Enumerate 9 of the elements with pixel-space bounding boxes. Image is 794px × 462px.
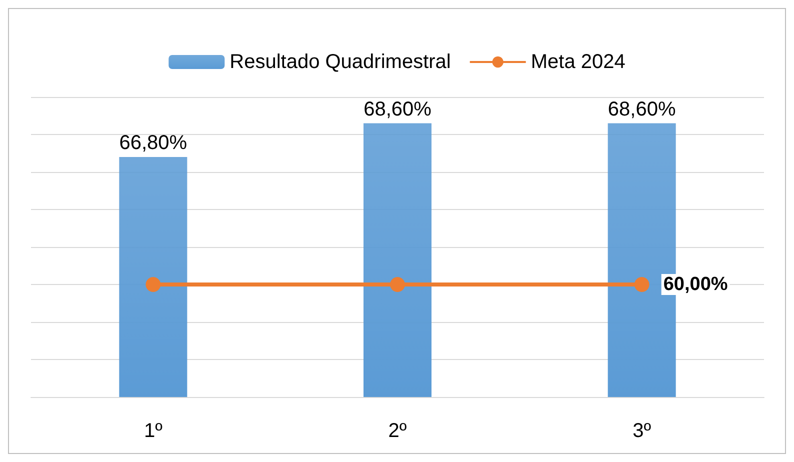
x-tick-label: 3º: [632, 420, 652, 442]
legend-label: Meta 2024: [530, 51, 626, 73]
data-label: 68,60%: [364, 98, 432, 120]
x-tick-label: 1º: [144, 420, 164, 442]
data-label: 68,60%: [608, 98, 676, 120]
data-label: 66,80%: [119, 132, 188, 154]
legend-label: Resultado Quadrimestral: [230, 51, 451, 73]
data-label: 60,00%: [663, 274, 728, 295]
x-tick-label: 2º: [388, 420, 408, 442]
